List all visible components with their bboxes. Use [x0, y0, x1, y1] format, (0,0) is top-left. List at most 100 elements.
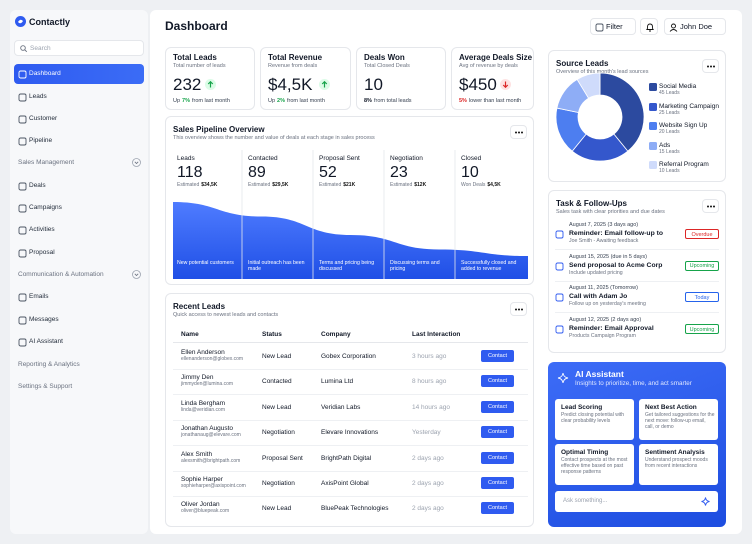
- brand: Contactly: [29, 17, 71, 27]
- lead-email: jimmyden@lumina.com: [181, 381, 234, 388]
- notifications-button[interactable]: [640, 18, 658, 35]
- stage-count: 89: [248, 164, 266, 181]
- legend-name: Ads: [659, 141, 671, 149]
- ai-tile-title[interactable]: Sentiment Analysis: [645, 449, 705, 456]
- nav-item[interactable]: Activities: [14, 220, 144, 240]
- lead-name: Jimmy Den: [181, 374, 214, 382]
- lead-company: BrightPath Digital: [321, 454, 372, 462]
- stat-delta: 5% lower than last month: [459, 98, 523, 104]
- contact-button[interactable]: Contact: [481, 451, 514, 464]
- stat-delta: Up 2% from last month: [268, 98, 327, 104]
- nav-item[interactable]: Leads: [14, 87, 144, 107]
- more-button[interactable]: [510, 125, 527, 139]
- card-subtitle: Overview of this month's lead sources: [556, 69, 649, 75]
- icon-shape: [555, 293, 564, 302]
- contact-button-label[interactable]: Contact: [488, 429, 507, 436]
- ai-tile[interactable]: Lead Scoring Predict closing potential wi…: [555, 399, 634, 440]
- contact-button[interactable]: Contact: [481, 350, 514, 362]
- ai-tile-title[interactable]: Next Best Action: [645, 404, 697, 411]
- nav-section[interactable]: Sales Management: [14, 153, 144, 173]
- nav-item[interactable]: Pipeline: [14, 131, 144, 151]
- lead-last-interaction: 2 days ago: [412, 454, 444, 462]
- nav-item[interactable]: Emails: [14, 287, 144, 307]
- stage-estimate: Won Deals $4,5K: [461, 182, 501, 189]
- bell-icon: [645, 23, 655, 32]
- contact-button-label[interactable]: Contact: [488, 480, 507, 486]
- lead-company: BluePeak Technologies: [321, 505, 389, 513]
- nav-item[interactable]: Customer: [14, 109, 144, 129]
- task-divider: [555, 249, 719, 250]
- contact-button-label[interactable]: Contact: [488, 353, 507, 359]
- legend-swatch: [649, 122, 657, 130]
- stage-note: Terms and pricing being discussed: [319, 260, 375, 272]
- stage-estimate: Estimated $21K: [319, 182, 355, 189]
- stat-delta: 8% from total leads: [364, 98, 414, 104]
- row-divider: [173, 394, 528, 396]
- dot: [518, 308, 520, 311]
- ai-tile-title[interactable]: Optimal Timing: [561, 449, 609, 456]
- stage-name: Proposal Sent: [319, 155, 360, 162]
- task-detail: Joe Smith - Awaiting feedback: [569, 238, 639, 244]
- contact-button-label[interactable]: Contact: [488, 378, 507, 385]
- task-date: August 15, 2025 (due in 5 days): [569, 253, 647, 260]
- nav-section[interactable]: Settings & Support: [14, 377, 144, 397]
- task-status-label: Today: [694, 294, 710, 301]
- contact-button-label[interactable]: Contact: [488, 505, 507, 512]
- more-icon: [707, 65, 715, 68]
- nav-section[interactable]: Communication & Automation: [14, 265, 144, 285]
- ai-tile-text[interactable]: Contact prospects at the most effective …: [561, 457, 628, 475]
- more-button[interactable]: [702, 199, 719, 213]
- ai-tile[interactable]: Next Best Action Get tailored suggestions…: [639, 399, 718, 440]
- estimate-label: Won Deals: [461, 182, 486, 188]
- nav-item[interactable]: Deals: [14, 176, 144, 196]
- nav-item[interactable]: Proposal: [14, 243, 144, 263]
- send: [701, 497, 710, 506]
- stage-count: 23: [390, 164, 408, 181]
- recent-leads-card: Recent Leads Quick access to newest leads…: [165, 293, 534, 527]
- icon: [18, 115, 27, 124]
- contact-button-label[interactable]: Contact: [488, 403, 507, 410]
- dot: [515, 308, 517, 311]
- ai-tile-text[interactable]: Predict closing potential with clear pro…: [561, 412, 625, 424]
- user-menu[interactable]: John Doe: [664, 18, 726, 35]
- dot: [518, 131, 520, 134]
- lead-last-interaction: Yesterday: [412, 429, 441, 437]
- nav-item[interactable]: Messages: [14, 310, 144, 330]
- ai-tile[interactable]: Sentiment Analysis Understand prospect mo…: [639, 444, 718, 485]
- more-button[interactable]: [702, 59, 719, 73]
- contact-button-label[interactable]: Contact: [488, 454, 507, 461]
- lead-last-interaction: 3 hours ago: [412, 353, 447, 360]
- nav-label: Proposal: [29, 249, 55, 256]
- search-box[interactable]: Search: [14, 40, 144, 56]
- nav-item[interactable]: Campaigns: [14, 198, 144, 218]
- nav-item[interactable]: AI Assistant: [14, 332, 144, 352]
- trend-icon: [204, 79, 216, 90]
- contact-button[interactable]: Contact: [481, 400, 514, 413]
- ai-tile-text[interactable]: Get tailored suggestions for the next mo…: [645, 412, 715, 430]
- filter-label: Filter: [606, 22, 623, 31]
- row-divider: [173, 419, 528, 421]
- ai-tile-text[interactable]: Understand prospect moods from recent in…: [645, 457, 708, 469]
- lead-company: Gobex Corporation: [321, 353, 376, 360]
- legend-swatch: [649, 161, 657, 169]
- column-header: Status: [262, 331, 282, 338]
- ai-tile[interactable]: Optimal Timing Contact prospects at the m…: [555, 444, 634, 485]
- icon-shape: [18, 316, 27, 325]
- contact-button[interactable]: Contact: [481, 375, 514, 388]
- more-button[interactable]: [510, 302, 527, 316]
- icon-shape: [18, 137, 27, 146]
- contact-button[interactable]: Contact: [481, 502, 514, 515]
- contact-button[interactable]: Contact: [481, 426, 514, 439]
- stat-delta-prefix: Up: [173, 98, 181, 104]
- logo: [15, 16, 26, 27]
- nav-item[interactable]: Dashboard: [14, 64, 144, 84]
- ai-input-placeholder[interactable]: Ask something...: [563, 498, 608, 504]
- nav-section-label: Settings & Support: [18, 383, 73, 390]
- trend-icon: [318, 79, 330, 90]
- nav-section[interactable]: Reporting & Analytics: [14, 355, 144, 375]
- contact-button[interactable]: Contact: [481, 477, 514, 489]
- filter-button[interactable]: Filter: [590, 18, 636, 35]
- user-name: John Doe: [680, 22, 713, 31]
- ai-input[interactable]: Ask something...: [555, 491, 718, 512]
- ai-tile-title[interactable]: Lead Scoring: [561, 404, 603, 411]
